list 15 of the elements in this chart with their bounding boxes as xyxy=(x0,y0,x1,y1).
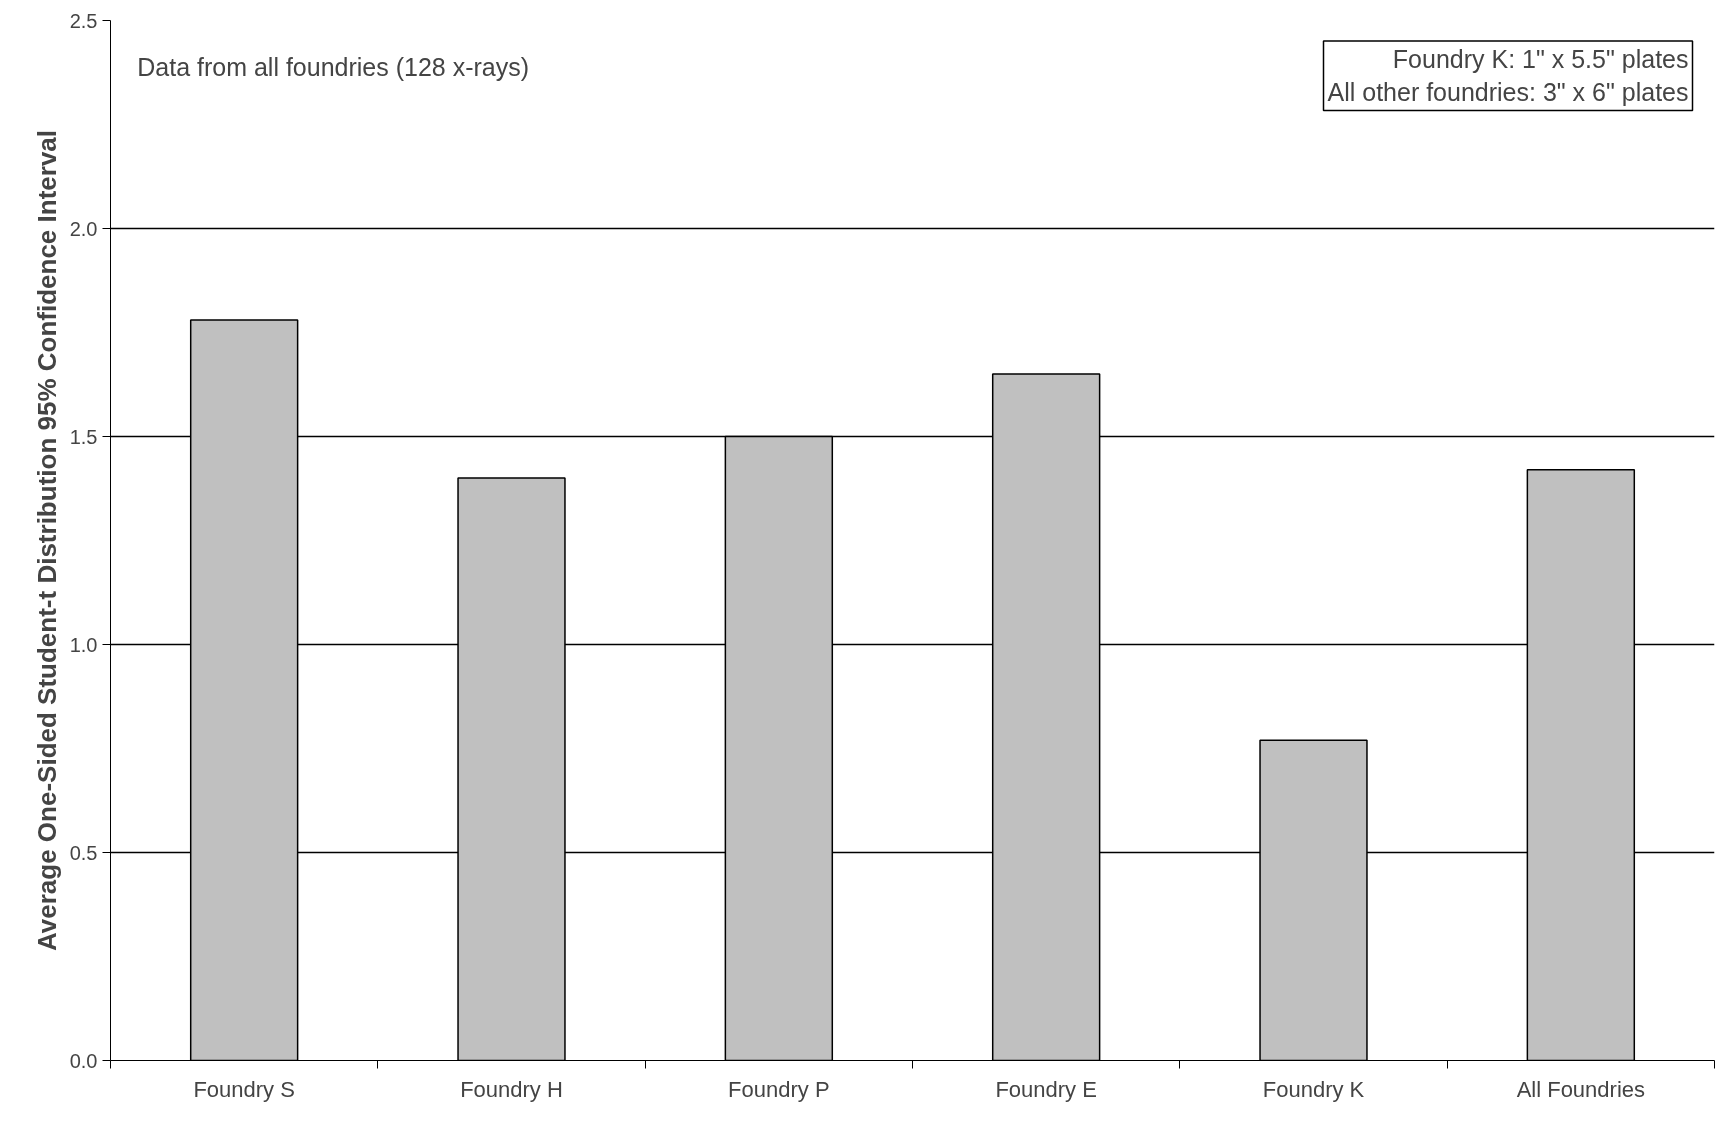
x-tick-label: Foundry H xyxy=(460,1076,563,1102)
x-tick-label: Foundry S xyxy=(193,1076,295,1102)
y-tick-label: 2.5 xyxy=(69,9,98,32)
y-axis-title: Average One-Sided Student-t Distribution 95% Confidence Interval xyxy=(31,129,62,952)
x-tick-label: All Foundries xyxy=(1516,1076,1646,1102)
y-tick-label: 0.5 xyxy=(69,841,98,864)
y-tick-label: 1.0 xyxy=(69,633,98,656)
y-tick-label: 0.0 xyxy=(69,1049,98,1072)
annotation: Foundry K: 1" x 5.5" plates All other foundries: 3" x 6" plates xyxy=(1327,44,1689,107)
x-tick-label: Foundry E xyxy=(995,1076,1097,1102)
y-tick-label: 1.5 xyxy=(69,425,98,448)
x-tick-label: Foundry K xyxy=(1262,1076,1365,1102)
x-tick-label: Foundry P xyxy=(728,1076,830,1102)
annotation: Data from all foundries (128 x-rays) xyxy=(137,52,530,81)
y-tick-label: 2.0 xyxy=(69,217,98,240)
